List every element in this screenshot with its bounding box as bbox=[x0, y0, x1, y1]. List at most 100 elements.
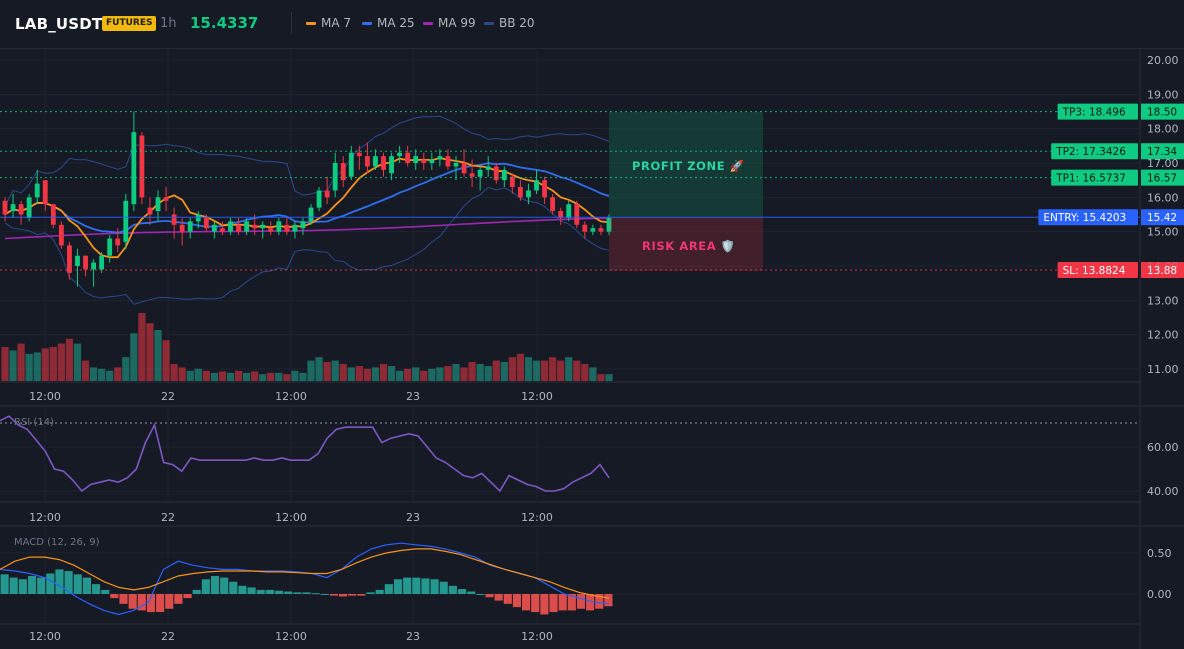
candle[interactable] bbox=[485, 156, 491, 177]
volume-bar bbox=[33, 352, 41, 381]
candle[interactable] bbox=[10, 193, 16, 218]
candle[interactable] bbox=[332, 152, 338, 198]
symbol-label[interactable]: LAB_USDT bbox=[15, 15, 103, 33]
macd-label[interactable]: MACD (12, 26, 9) bbox=[14, 537, 100, 548]
candle[interactable] bbox=[429, 152, 435, 170]
candle[interactable] bbox=[445, 149, 451, 170]
candle[interactable] bbox=[2, 197, 8, 222]
candle[interactable] bbox=[558, 207, 564, 225]
candle[interactable] bbox=[83, 255, 88, 277]
candle[interactable] bbox=[244, 217, 250, 236]
candle[interactable] bbox=[50, 204, 56, 229]
candle[interactable] bbox=[284, 217, 290, 236]
price-axis[interactable]: 20.00 19.00 18.00 17.00 16.00 15.00 14.00 13.00… bbox=[1147, 54, 1179, 376]
candle[interactable] bbox=[115, 228, 121, 253]
candle[interactable] bbox=[300, 217, 306, 236]
candle[interactable] bbox=[606, 214, 612, 236]
volume-bar bbox=[9, 350, 17, 381]
candle[interactable] bbox=[179, 217, 185, 246]
candle[interactable] bbox=[220, 221, 225, 236]
candle[interactable] bbox=[534, 169, 539, 194]
candle[interactable] bbox=[187, 217, 193, 239]
candle[interactable] bbox=[582, 221, 588, 239]
volume-bar bbox=[210, 372, 219, 381]
candle[interactable] bbox=[373, 149, 378, 170]
candle[interactable] bbox=[574, 200, 580, 229]
level-tp1[interactable]: TP1: 16.5737 16.57 bbox=[0, 169, 1184, 186]
candle[interactable] bbox=[526, 183, 531, 205]
level-tp3[interactable]: TP3: 18.496 18.50 bbox=[0, 103, 1184, 120]
candle[interactable] bbox=[493, 163, 499, 184]
candle[interactable] bbox=[147, 197, 153, 225]
legend-ma99[interactable]: MA 99 bbox=[423, 16, 476, 30]
candle[interactable] bbox=[437, 149, 443, 167]
rsi-label[interactable]: RSI (14) bbox=[14, 417, 54, 428]
candle[interactable] bbox=[453, 156, 459, 181]
candle[interactable] bbox=[211, 221, 217, 239]
candle[interactable] bbox=[413, 149, 419, 170]
candle[interactable] bbox=[517, 180, 523, 201]
candlesticks[interactable] bbox=[2, 111, 612, 287]
candle[interactable] bbox=[469, 159, 475, 188]
candle[interactable] bbox=[598, 224, 604, 236]
legend-ma7[interactable]: MA 7 bbox=[306, 16, 351, 30]
candle[interactable] bbox=[155, 190, 161, 222]
candle[interactable] bbox=[58, 221, 64, 249]
volume-bar bbox=[218, 371, 227, 381]
legend-bb20[interactable]: BB 20 bbox=[484, 16, 535, 30]
candle[interactable] bbox=[131, 111, 137, 212]
candle[interactable] bbox=[477, 166, 483, 191]
candle[interactable] bbox=[91, 259, 97, 287]
candle[interactable] bbox=[308, 204, 314, 225]
candle[interactable] bbox=[590, 224, 596, 236]
candle[interactable] bbox=[397, 145, 403, 163]
candle[interactable] bbox=[389, 152, 394, 181]
candle[interactable] bbox=[75, 248, 80, 287]
candle[interactable] bbox=[42, 180, 48, 212]
candle[interactable] bbox=[381, 152, 386, 177]
candle[interactable] bbox=[550, 193, 556, 215]
candle[interactable] bbox=[99, 252, 105, 273]
candle[interactable] bbox=[139, 132, 145, 205]
candle[interactable] bbox=[292, 221, 298, 239]
legend-ma25[interactable]: MA 25 bbox=[362, 16, 415, 30]
candle[interactable] bbox=[171, 207, 177, 239]
candle[interactable] bbox=[340, 156, 346, 188]
candle[interactable] bbox=[236, 217, 241, 236]
level-tp2[interactable]: TP2: 17.3426 17.34 bbox=[0, 143, 1184, 160]
candle[interactable] bbox=[356, 145, 362, 170]
candle[interactable] bbox=[461, 149, 467, 177]
time-axis[interactable]: 12:00 22 12:00 23 12:00 12:00 22 12:00 23 12:00 12… bbox=[29, 390, 553, 643]
candle[interactable] bbox=[123, 193, 129, 249]
macd-hist-bar bbox=[339, 594, 348, 597]
candle[interactable] bbox=[67, 241, 72, 280]
level-sl[interactable]: SL: 13.8824 13.88 bbox=[0, 262, 1184, 279]
candle[interactable] bbox=[163, 187, 169, 212]
level-entry[interactable]: ENTRY: 15.4203 15.42 bbox=[0, 209, 1184, 226]
candle[interactable] bbox=[228, 217, 233, 236]
candle[interactable] bbox=[364, 142, 370, 174]
candle[interactable] bbox=[195, 211, 201, 229]
candle[interactable] bbox=[421, 152, 427, 170]
candle[interactable] bbox=[324, 176, 330, 205]
volume-bar bbox=[73, 343, 82, 381]
candle[interactable] bbox=[542, 176, 547, 205]
trade-levels[interactable]: TP3: 18.496 18.50 TP2: 17.3426 17.34 TP1: 16… bbox=[0, 103, 1184, 279]
candle[interactable] bbox=[276, 217, 282, 236]
candle[interactable] bbox=[405, 145, 411, 167]
volume-bar bbox=[420, 370, 428, 381]
candle[interactable] bbox=[107, 235, 113, 263]
candle[interactable] bbox=[566, 200, 572, 222]
timeframe-label[interactable]: 1h bbox=[160, 16, 177, 31]
candle[interactable] bbox=[509, 173, 515, 194]
candle[interactable] bbox=[34, 169, 40, 205]
candle[interactable] bbox=[18, 200, 24, 225]
macd-hist-bar bbox=[439, 581, 448, 594]
time-tick: 23 bbox=[406, 511, 420, 524]
candle[interactable] bbox=[316, 187, 322, 212]
candle[interactable] bbox=[501, 166, 507, 188]
candle[interactable] bbox=[260, 221, 266, 239]
candle[interactable] bbox=[252, 214, 258, 236]
candle[interactable] bbox=[268, 221, 274, 236]
